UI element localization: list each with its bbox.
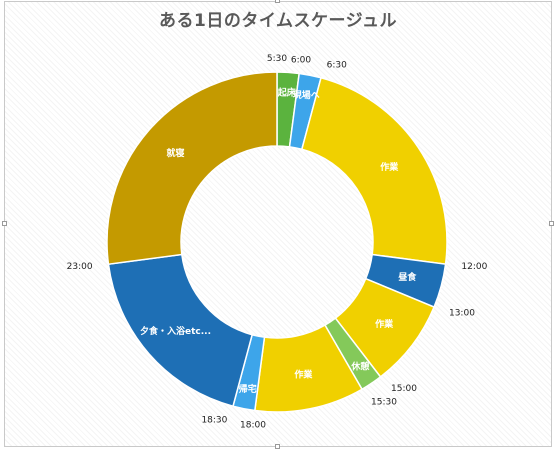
time-label-13-00: 13:00: [449, 308, 475, 318]
time-label-6-30: 6:30: [327, 60, 347, 70]
resize-handle-top[interactable]: [275, 0, 280, 3]
resize-handle-right[interactable]: [549, 221, 554, 226]
time-label-18-00: 18:00: [240, 420, 266, 430]
time-label-5-30: 5:30: [267, 54, 287, 64]
slice-label-7: 帰宅: [239, 383, 257, 395]
slice-label-1: 現場へ: [293, 89, 320, 101]
slice-label-9: 就寝: [166, 147, 184, 159]
slice-label-0: 起床: [277, 86, 297, 98]
slice-label-2: 作業: [380, 161, 399, 173]
time-label-15-00: 15:00: [391, 384, 417, 394]
time-label-15-30: 15:30: [371, 397, 397, 407]
slice-2[interactable]: [300, 76, 448, 266]
slice-label-4: 作業: [375, 318, 394, 330]
time-label-12-00: 12:00: [461, 262, 487, 272]
time-label-6-00: 6:00: [291, 56, 311, 66]
chart-title: ある1日のタイムスケージュル: [159, 11, 397, 31]
slice-9[interactable]: [106, 71, 278, 266]
resize-handle-left[interactable]: [2, 221, 7, 226]
slice-label-8: 夕食・入浴etc...: [140, 325, 211, 337]
slice-label-5: 休憩: [350, 361, 369, 373]
slice-label-6: 作業: [294, 368, 313, 380]
slice-8[interactable]: [107, 253, 254, 408]
time-label-18-30: 18:30: [201, 416, 227, 426]
time-label-23-00: 23:00: [67, 262, 93, 272]
slice-label-3: 昼食: [398, 271, 417, 283]
